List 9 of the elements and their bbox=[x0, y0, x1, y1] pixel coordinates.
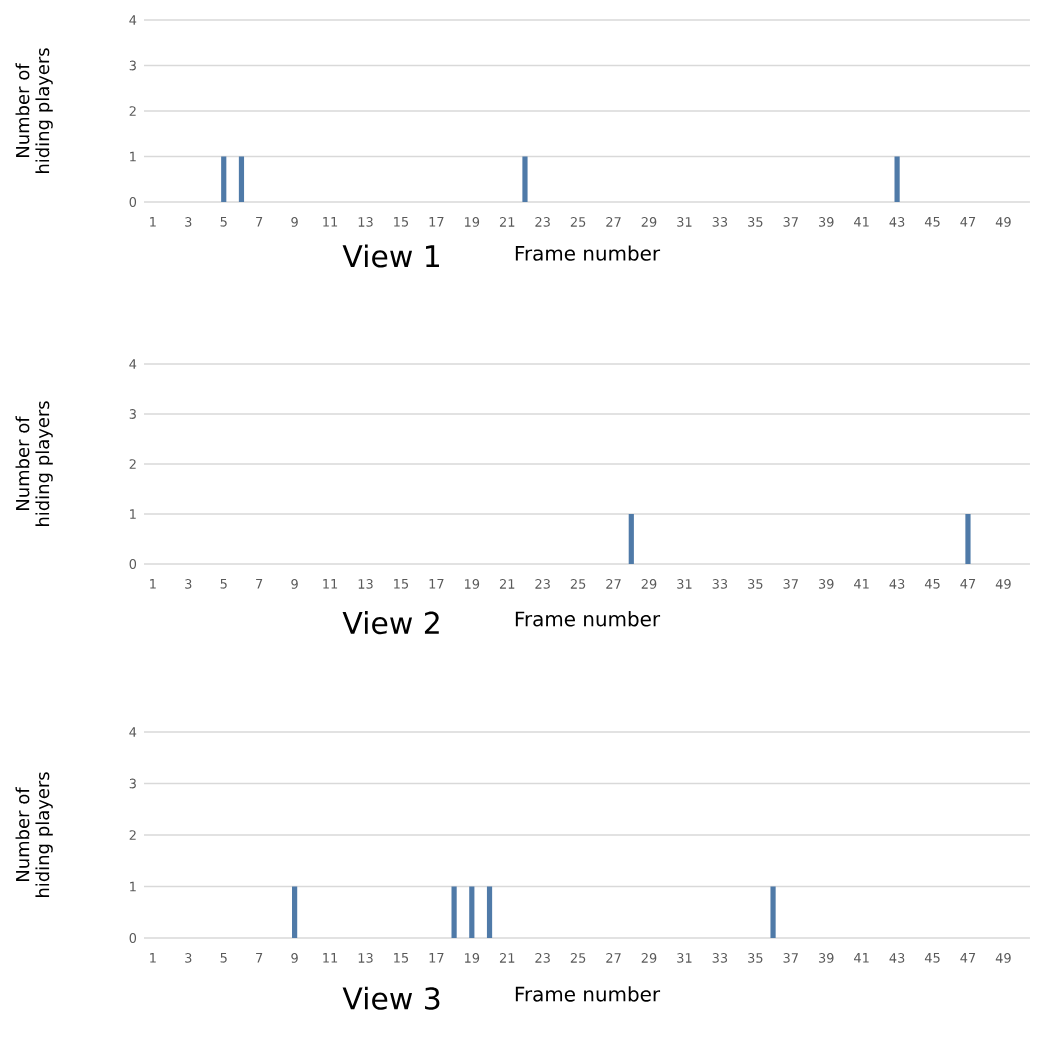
y-axis-title: Number of hiding players bbox=[15, 772, 53, 897]
y-axis-title: Number of hiding players bbox=[15, 401, 53, 526]
text: View 2 bbox=[342, 611, 439, 635]
x-axis-title: Frame number bbox=[515, 986, 661, 1002]
text: View 3 bbox=[342, 986, 440, 1010]
x-axis-title: Frame number bbox=[515, 245, 661, 261]
x-axis-title: Frame number bbox=[515, 611, 661, 627]
y-axis-title: Number of hiding players bbox=[15, 48, 53, 173]
text: View 1 bbox=[342, 244, 439, 268]
